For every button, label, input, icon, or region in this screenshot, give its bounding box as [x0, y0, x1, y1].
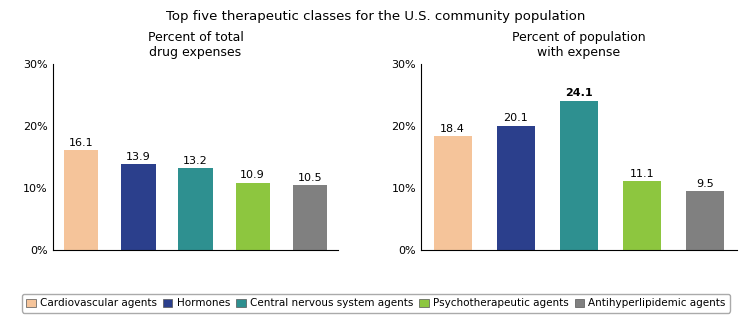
- Text: 20.1: 20.1: [504, 113, 528, 123]
- Bar: [178, 169, 213, 250]
- Bar: [687, 191, 724, 250]
- Text: 16.1: 16.1: [69, 138, 93, 148]
- Bar: [497, 126, 535, 250]
- Text: 24.1: 24.1: [566, 88, 593, 98]
- Bar: [121, 164, 156, 250]
- Bar: [623, 181, 661, 250]
- Text: 10.9: 10.9: [241, 170, 265, 180]
- Bar: [64, 151, 99, 250]
- Title: Percent of population
with expense: Percent of population with expense: [512, 31, 646, 59]
- Text: 18.4: 18.4: [440, 124, 465, 134]
- Text: Top five therapeutic classes for the U.S. community population: Top five therapeutic classes for the U.S…: [166, 10, 586, 22]
- Text: 13.2: 13.2: [183, 156, 208, 166]
- Text: 13.9: 13.9: [126, 152, 150, 162]
- Bar: [293, 185, 327, 250]
- Bar: [434, 136, 472, 250]
- Bar: [235, 183, 270, 250]
- Title: Percent of total
drug expenses: Percent of total drug expenses: [147, 31, 244, 59]
- Bar: [560, 101, 598, 250]
- Text: 11.1: 11.1: [630, 169, 654, 179]
- Legend: Cardiovascular agents, Hormones, Central nervous system agents, Psychotherapeuti: Cardiovascular agents, Hormones, Central…: [22, 294, 730, 313]
- Text: 10.5: 10.5: [298, 173, 322, 183]
- Text: 9.5: 9.5: [696, 179, 714, 189]
